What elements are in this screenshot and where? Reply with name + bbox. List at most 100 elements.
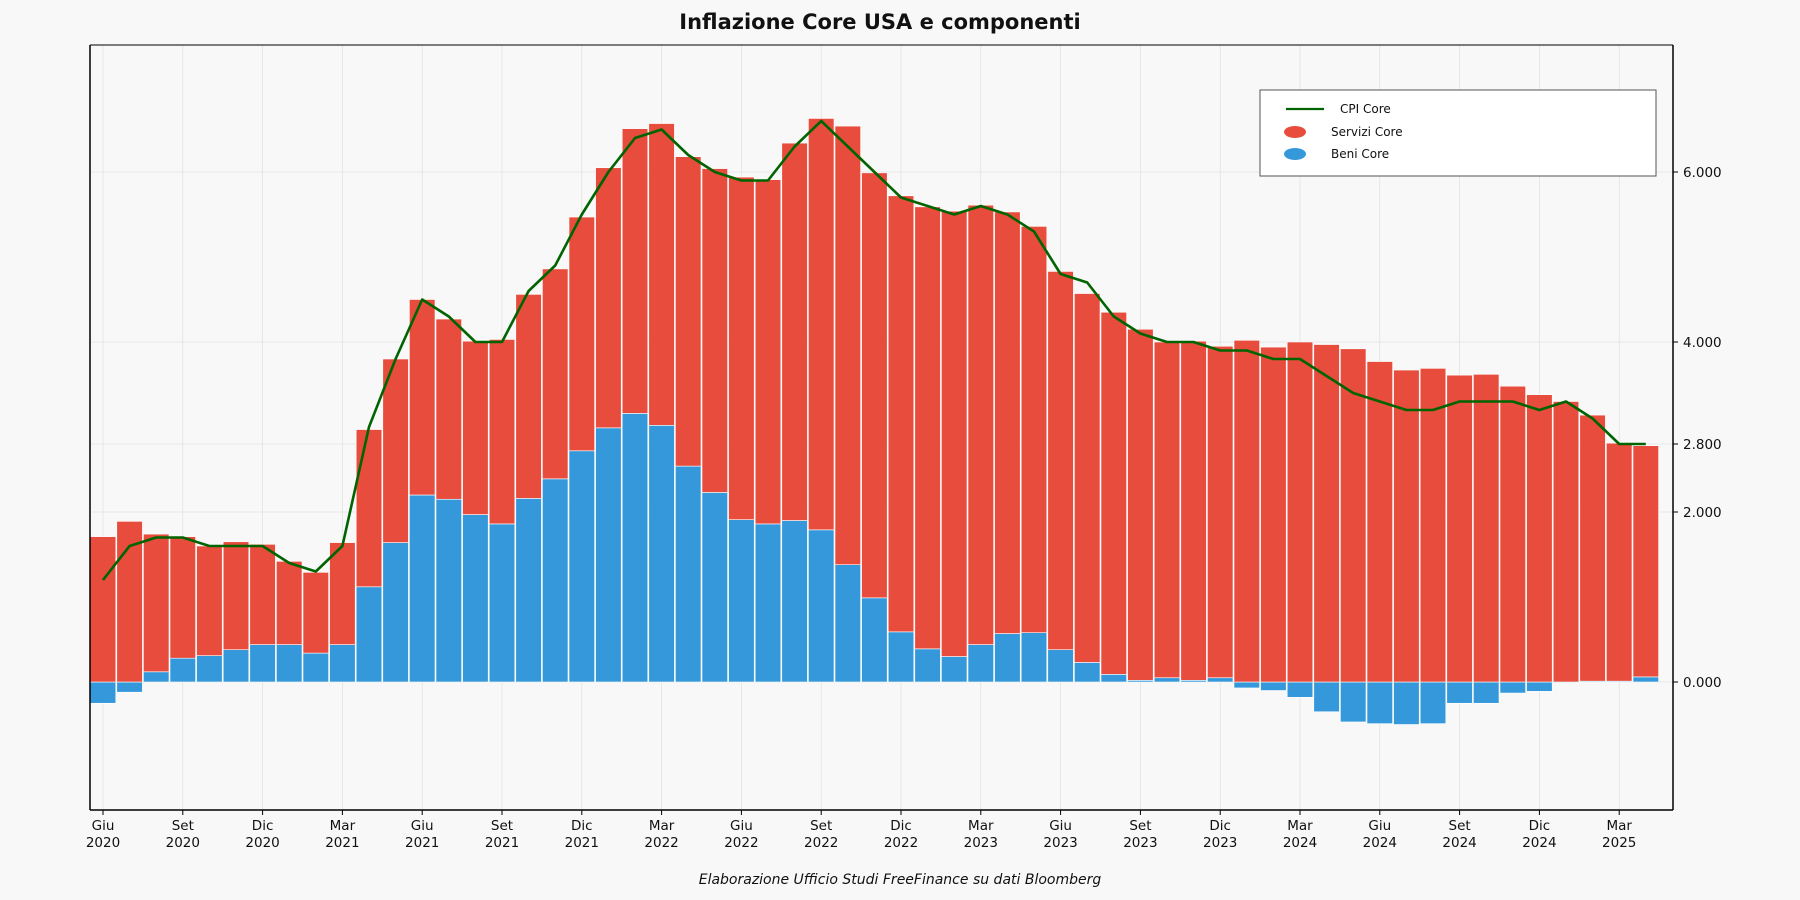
x-tick-label-month: Dic <box>252 818 274 834</box>
bar-servizi-core <box>861 172 888 599</box>
bar-servizi-core <box>1100 311 1127 675</box>
bar-beni-core <box>196 655 223 683</box>
bar-servizi-core <box>728 176 755 520</box>
bar-servizi-core <box>1340 348 1367 683</box>
legend-label-cpi-core: CPI Core <box>1340 102 1391 116</box>
bar-servizi-core <box>1552 401 1580 683</box>
bar-beni-core <box>1473 681 1500 704</box>
x-tick-label-year: 2021 <box>565 835 599 851</box>
bar-servizi-core <box>595 167 622 429</box>
x-tick-label-month: Dic <box>1209 818 1231 834</box>
bar-beni-core <box>1419 681 1447 724</box>
bar-servizi-core <box>967 204 994 645</box>
bar-servizi-core <box>488 339 516 525</box>
bar-servizi-core <box>1207 345 1234 679</box>
axes-layer: 0.0002.0004.0006.0002.800Giu2020Set2020D… <box>86 44 1722 851</box>
bar-beni-core <box>1366 681 1393 724</box>
bar-beni-core <box>1074 662 1101 683</box>
x-tick-label-year: 2024 <box>1442 835 1476 851</box>
bar-beni-core <box>1260 681 1287 691</box>
y-tick-label: 0.000 <box>1683 675 1722 691</box>
bar-servizi-core <box>1366 361 1393 683</box>
bar-beni-core <box>1340 681 1367 723</box>
bar-beni-core <box>1446 681 1473 704</box>
bar-beni-core <box>887 631 915 683</box>
x-tick-label-month: Mar <box>330 818 356 834</box>
x-tick-label-month: Mar <box>968 818 994 834</box>
bar-servizi-core <box>1499 385 1526 683</box>
x-tick-label-year: 2023 <box>1123 835 1157 851</box>
bar-servizi-core <box>914 206 941 650</box>
bar-servizi-core <box>1047 271 1074 651</box>
bar-beni-core <box>1313 681 1340 713</box>
bar-servizi-core <box>808 118 835 531</box>
bar-beni-core <box>595 427 622 683</box>
bar-servizi-core <box>1180 340 1207 681</box>
x-tick-label-month: Set <box>810 818 832 834</box>
legend-box <box>1259 89 1657 177</box>
bar-beni-core <box>143 671 170 683</box>
x-tick-label-year: 2024 <box>1283 835 1317 851</box>
bar-servizi-core <box>1473 373 1500 683</box>
x-tick-label-year: 2021 <box>325 835 359 851</box>
x-tick-label-year: 2020 <box>166 835 200 851</box>
legend-label-beni-core: Beni Core <box>1331 147 1389 161</box>
bar-servizi-core <box>1419 368 1447 683</box>
legend: CPI Core Servizi Core Beni Core <box>1259 89 1657 177</box>
bar-servizi-core <box>382 358 409 543</box>
bar-beni-core <box>1233 681 1260 689</box>
bar-servizi-core <box>302 572 329 654</box>
bar-beni-core <box>355 586 383 683</box>
bar-beni-core <box>222 649 250 683</box>
bar-beni-core <box>648 424 675 683</box>
bar-servizi-core <box>887 195 915 633</box>
bar-servizi-core <box>409 299 436 496</box>
bar-servizi-core <box>1632 445 1659 678</box>
bar-beni-core <box>409 494 436 683</box>
bar-beni-core <box>89 681 117 704</box>
x-tick-label-month: Set <box>491 818 513 834</box>
bar-beni-core <box>861 597 888 683</box>
x-tick-label-year: 2020 <box>86 835 120 851</box>
bar-beni-core <box>1632 676 1659 683</box>
bar-servizi-core <box>542 268 569 480</box>
x-tick-label-year: 2024 <box>1363 835 1397 851</box>
x-tick-label-month: Giu <box>92 818 115 834</box>
bar-beni-core <box>1499 681 1526 694</box>
bar-servizi-core <box>1153 341 1181 679</box>
bar-beni-core <box>462 514 489 683</box>
bar-beni-core <box>914 648 941 683</box>
bar-servizi-core <box>169 536 196 659</box>
line-layer <box>101 119 1646 581</box>
bar-beni-core <box>675 465 702 683</box>
x-tick-label-year: 2022 <box>884 835 918 851</box>
bar-servizi-core <box>116 521 143 683</box>
legend-label-servizi-core: Servizi Core <box>1331 125 1403 139</box>
x-tick-label-month: Set <box>1129 818 1151 834</box>
bars-layer <box>89 118 1659 725</box>
chart-title: Inflazione Core USA e componenti <box>679 10 1081 34</box>
y-tick-label: 4.000 <box>1683 335 1722 351</box>
bar-beni-core <box>382 542 409 683</box>
bar-servizi-core <box>435 318 462 500</box>
bar-servizi-core <box>1313 344 1340 683</box>
bar-servizi-core <box>781 142 808 521</box>
bar-beni-core <box>276 644 303 683</box>
bar-servizi-core <box>1260 346 1287 683</box>
bar-servizi-core <box>355 429 383 588</box>
bar-beni-core <box>488 523 516 683</box>
bar-beni-core <box>1153 677 1181 683</box>
chart-caption: Elaborazione Ufficio Studi FreeFinance s… <box>698 872 1102 888</box>
bar-servizi-core <box>1393 369 1420 683</box>
bar-servizi-core <box>1020 226 1048 633</box>
bar-beni-core <box>169 657 196 683</box>
bar-servizi-core <box>1286 341 1314 683</box>
bar-servizi-core <box>754 179 782 525</box>
bar-beni-core <box>967 644 994 683</box>
bar-beni-core <box>249 644 276 683</box>
bar-beni-core <box>754 523 782 683</box>
bar-beni-core <box>1100 674 1127 683</box>
line-cpi-core <box>101 119 1646 581</box>
bar-beni-core <box>542 478 569 683</box>
